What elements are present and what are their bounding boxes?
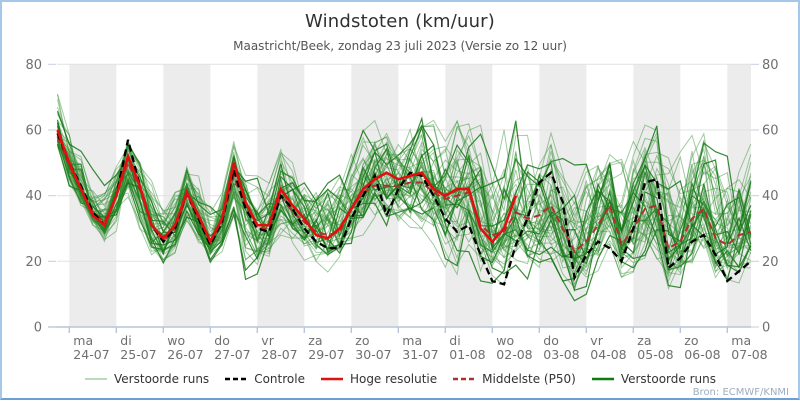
y-tick-label-right: 80 bbox=[762, 58, 779, 73]
ensemble-member-line bbox=[57, 146, 752, 289]
x-date-label: 26-07 bbox=[167, 347, 203, 362]
ensemble-member-line bbox=[57, 123, 752, 268]
hires-line bbox=[56, 129, 518, 245]
ensemble-member-line bbox=[57, 124, 751, 279]
ensemble-member-line bbox=[57, 122, 752, 266]
ensemble-member-line bbox=[57, 134, 752, 293]
x-day-label: ma bbox=[402, 333, 422, 348]
legend-swatch-line bbox=[85, 378, 108, 380]
legend-label: Controle bbox=[254, 372, 305, 386]
source-credit: Bron: ECMWF/KNMI bbox=[692, 387, 789, 398]
x-date-label: 28-07 bbox=[261, 347, 297, 362]
ensemble-member-line bbox=[57, 128, 752, 286]
x-date-label: 06-08 bbox=[684, 347, 720, 362]
median-p50-line bbox=[56, 136, 752, 254]
x-day-label: di bbox=[120, 333, 131, 348]
chart-subtitle: Maastricht/Beek, zondag 23 juli 2023 (Ve… bbox=[233, 39, 567, 53]
x-day-label: ma bbox=[73, 333, 93, 348]
ensemble-member-line bbox=[57, 144, 752, 270]
x-day-label: zo bbox=[355, 333, 369, 348]
ensemble-member-line bbox=[56, 116, 752, 264]
ensemble-member-line bbox=[57, 111, 752, 266]
x-day-label: wo bbox=[496, 333, 514, 348]
y-tick-label-right: 0 bbox=[762, 321, 770, 336]
x-date-label: 31-07 bbox=[402, 347, 438, 362]
y-tick-label-left: 0 bbox=[34, 321, 42, 336]
x-date-label: 02-08 bbox=[496, 347, 532, 362]
ensemble-member-line bbox=[57, 114, 752, 264]
y-tick-label-left: 20 bbox=[25, 255, 42, 270]
ensemble-member-line bbox=[57, 119, 752, 258]
legend-item-3: Middelste (P50) bbox=[452, 372, 576, 386]
x-date-label: 24-07 bbox=[73, 347, 109, 362]
legend-swatch-line bbox=[225, 377, 248, 381]
chart-title: Windstoten (km/uur) bbox=[304, 11, 496, 32]
ensemble-member-line bbox=[57, 141, 752, 285]
ensemble-member-line bbox=[57, 138, 752, 277]
y-tick-label-left: 80 bbox=[25, 58, 42, 73]
ensemble-member-line bbox=[57, 136, 752, 269]
legend-label: Verstoorde runs bbox=[620, 372, 716, 386]
y-tick-label-left: 60 bbox=[25, 124, 42, 139]
x-day-label: vr bbox=[261, 333, 274, 348]
x-date-label: 03-08 bbox=[543, 347, 579, 362]
control-line bbox=[56, 132, 752, 286]
ensemble-member-line bbox=[56, 125, 752, 260]
x-day-label: ma bbox=[731, 333, 751, 348]
legend-swatch-line bbox=[320, 377, 343, 381]
x-day-label: za bbox=[308, 333, 322, 348]
y-tick-label-right: 20 bbox=[762, 255, 779, 270]
x-date-label: 04-08 bbox=[590, 347, 626, 362]
x-day-label: do bbox=[214, 333, 230, 348]
y-tick-label-right: 40 bbox=[762, 189, 779, 204]
x-date-label: 05-08 bbox=[637, 347, 673, 362]
ensemble-member-line bbox=[57, 139, 752, 269]
ensemble-member-line bbox=[56, 144, 752, 271]
x-date-label: 01-08 bbox=[449, 347, 485, 362]
x-date-label: 30-07 bbox=[355, 347, 391, 362]
legend-label: Middelste (P50) bbox=[482, 372, 576, 386]
y-tick-label-left: 40 bbox=[25, 189, 42, 204]
x-date-label: 25-07 bbox=[120, 347, 156, 362]
x-day-label: do bbox=[543, 333, 559, 348]
legend-item-0: Verstoorde runs bbox=[84, 372, 209, 386]
legend-swatch-line bbox=[591, 377, 614, 381]
x-date-label: 27-07 bbox=[214, 347, 250, 362]
x-date-label: 29-07 bbox=[308, 347, 344, 362]
legend-item-1: Controle bbox=[224, 372, 305, 386]
x-day-label: wo bbox=[167, 333, 185, 348]
ensemble-member-line bbox=[57, 99, 751, 277]
legend-swatch-line bbox=[453, 377, 476, 381]
legend-item-2: Hoge resolutie bbox=[320, 372, 437, 386]
ensemble-member-line bbox=[56, 143, 752, 292]
legend-label: Hoge resolutie bbox=[349, 372, 438, 386]
x-day-label: zo bbox=[684, 333, 698, 348]
ensemble-member-line bbox=[57, 131, 752, 269]
x-day-label: vr bbox=[590, 333, 603, 348]
ensemble-member-line bbox=[56, 110, 752, 261]
legend-item-4: Verstoorde runs bbox=[591, 372, 716, 386]
ensemble-member-line bbox=[57, 133, 752, 263]
ensemble-member-line bbox=[57, 127, 752, 276]
ensemble-member-line bbox=[57, 93, 752, 267]
ensemble-member-line bbox=[57, 136, 752, 278]
chart-legend: Verstoorde runs Controle Hoge resolutie Mid… bbox=[2, 372, 798, 386]
y-tick-label-right: 60 bbox=[762, 124, 779, 139]
x-day-label: za bbox=[637, 333, 651, 348]
ensemble-member-line bbox=[57, 142, 752, 284]
legend-label: Verstoorde runs bbox=[114, 372, 210, 386]
x-day-label: di bbox=[449, 333, 460, 348]
x-date-label: 07-08 bbox=[731, 347, 767, 362]
